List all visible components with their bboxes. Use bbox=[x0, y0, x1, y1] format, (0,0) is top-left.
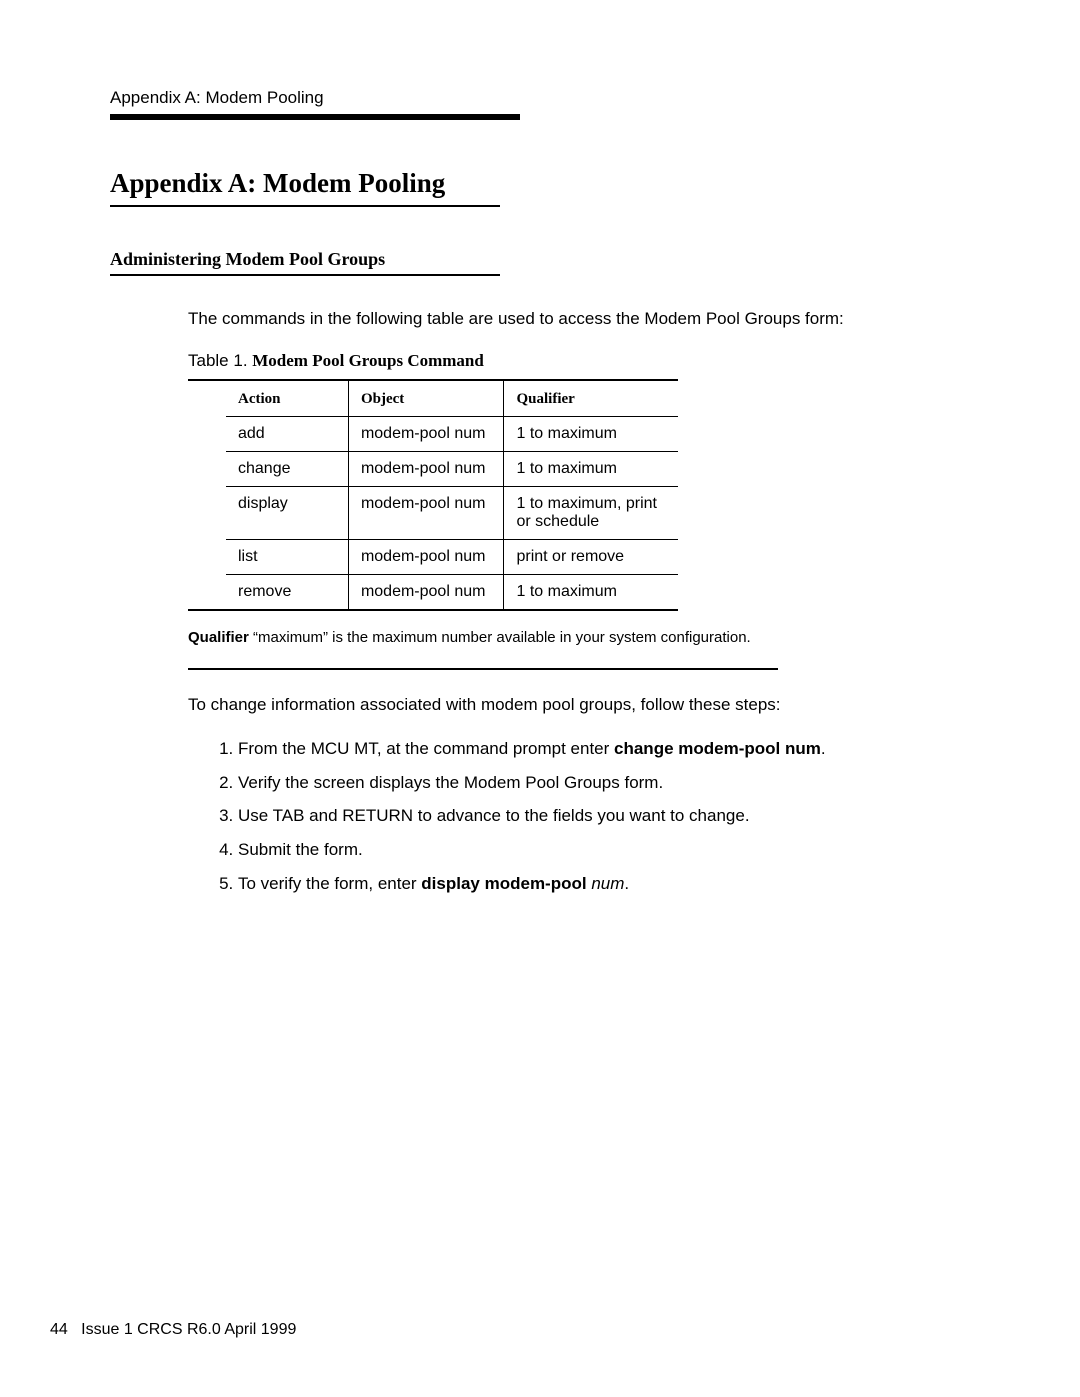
qualifier-text: “maximum” is the maximum number availabl… bbox=[249, 629, 751, 646]
page-footer: 44 Issue 1 CRCS R6.0 April 1999 bbox=[50, 1321, 296, 1339]
commands-table: Action Object Qualifier add modem-pool n… bbox=[226, 381, 678, 609]
table-caption-title: Modem Pool Groups Command bbox=[252, 351, 484, 370]
step-item: Verify the screen displays the Modem Poo… bbox=[238, 771, 970, 795]
running-head: Appendix A: Modem Pooling bbox=[110, 88, 970, 108]
body-content: The commands in the following table are … bbox=[188, 308, 970, 896]
cell-qualifier: 1 to maximum bbox=[504, 574, 678, 609]
cell-action: remove bbox=[226, 574, 348, 609]
table-caption-prefix: Table 1. bbox=[188, 351, 252, 370]
table-row: display modem-pool num 1 to maximum, pri… bbox=[226, 486, 678, 539]
step-text: Submit the form. bbox=[238, 840, 363, 859]
step-text: Use TAB and RETURN to advance to the fie… bbox=[238, 806, 750, 825]
footer-text: Issue 1 CRCS R6.0 April 1999 bbox=[81, 1321, 296, 1338]
table-row: change modem-pool num 1 to maximum bbox=[226, 451, 678, 486]
step-command: display modem-pool bbox=[421, 874, 586, 893]
step-text: Verify the screen displays the Modem Poo… bbox=[238, 773, 663, 792]
cell-object: modem-pool num bbox=[348, 574, 504, 609]
table-row: add modem-pool num 1 to maximum bbox=[226, 416, 678, 451]
document-page: Appendix A: Modem Pooling Appendix A: Mo… bbox=[0, 0, 1080, 1397]
page-title: Appendix A: Modem Pooling bbox=[110, 168, 970, 199]
cell-action: display bbox=[226, 486, 348, 539]
cell-action: add bbox=[226, 416, 348, 451]
mid-section-rule bbox=[188, 668, 778, 670]
table-caption: Table 1. Modem Pool Groups Command bbox=[188, 351, 970, 371]
cell-action: list bbox=[226, 539, 348, 574]
cell-object: modem-pool num bbox=[348, 539, 504, 574]
step-item: Submit the form. bbox=[238, 838, 970, 862]
header-rule bbox=[110, 114, 520, 120]
cell-qualifier: 1 to maximum bbox=[504, 451, 678, 486]
step-item: From the MCU MT, at the command prompt e… bbox=[238, 737, 970, 761]
col-header-object: Object bbox=[348, 381, 504, 417]
step-text: From the MCU MT, at the command prompt e… bbox=[238, 739, 614, 758]
table-row: list modem-pool num print or remove bbox=[226, 539, 678, 574]
step-item: To verify the form, enter display modem-… bbox=[238, 872, 970, 896]
col-header-action: Action bbox=[226, 381, 348, 417]
col-header-qualifier: Qualifier bbox=[504, 381, 678, 417]
steps-list: From the MCU MT, at the command prompt e… bbox=[188, 737, 970, 896]
step-command: change modem-pool num bbox=[614, 739, 821, 758]
step-post: . bbox=[821, 739, 826, 758]
steps-intro: To change information associated with mo… bbox=[188, 694, 970, 717]
section-rule bbox=[110, 274, 500, 276]
qualifier-note: Qualifier “maximum” is the maximum numbe… bbox=[188, 629, 970, 646]
step-item: Use TAB and RETURN to advance to the fie… bbox=[238, 804, 970, 828]
table-row: remove modem-pool num 1 to maximum bbox=[226, 574, 678, 609]
intro-paragraph: The commands in the following table are … bbox=[188, 308, 970, 331]
step-text: To verify the form, enter bbox=[238, 874, 421, 893]
page-number: 44 bbox=[50, 1321, 68, 1338]
section-heading: Administering Modem Pool Groups bbox=[110, 249, 970, 270]
table-header-row: Action Object Qualifier bbox=[226, 381, 678, 417]
cell-qualifier: 1 to maximum bbox=[504, 416, 678, 451]
title-rule bbox=[110, 205, 500, 207]
cell-action: change bbox=[226, 451, 348, 486]
table-bottom-rule bbox=[188, 609, 678, 611]
cell-object: modem-pool num bbox=[348, 451, 504, 486]
cell-object: modem-pool num bbox=[348, 486, 504, 539]
cell-qualifier: print or remove bbox=[504, 539, 678, 574]
qualifier-label: Qualifier bbox=[188, 629, 249, 646]
step-arg: num bbox=[587, 874, 625, 893]
step-post: . bbox=[624, 874, 629, 893]
cell-object: modem-pool num bbox=[348, 416, 504, 451]
cell-qualifier: 1 to maximum, print or schedule bbox=[504, 486, 678, 539]
